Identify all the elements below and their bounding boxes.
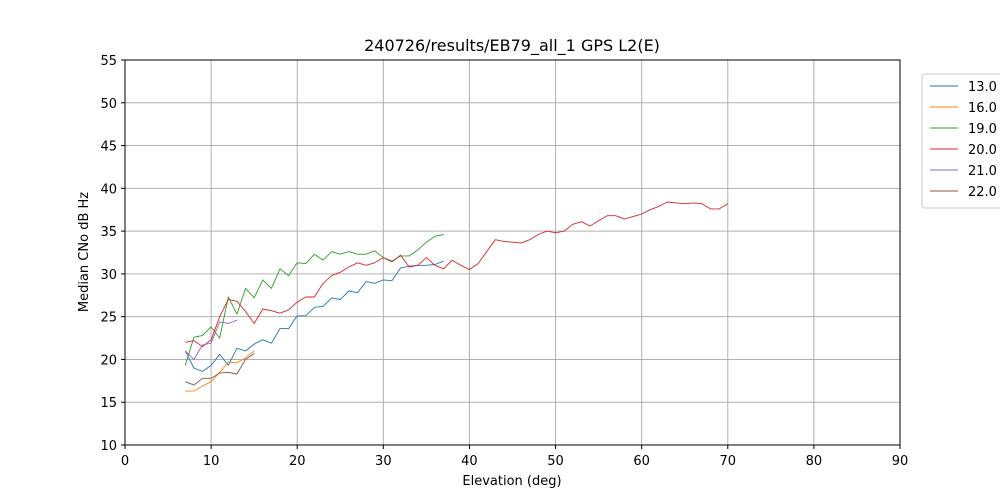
x-tick-label: 10	[203, 454, 220, 469]
legend-box	[921, 73, 1000, 209]
legend-label: 22.0	[968, 185, 997, 200]
series-line-13-0	[184, 260, 444, 372]
y-axis-title: Median CNo dB Hz	[77, 192, 92, 312]
legend-label: 19.0	[968, 122, 997, 137]
grid-layer	[124, 59, 901, 446]
y-tick-label: 10	[100, 439, 117, 454]
legend-label: 16.0	[968, 101, 997, 116]
legend: 13.0 16.0 19.0 20.0 21.0 22.0	[921, 73, 1000, 209]
y-tick-label: 45	[100, 140, 117, 155]
series-line-21-0	[184, 319, 238, 360]
x-tick-label: 60	[633, 454, 650, 469]
x-tick-label: 0	[121, 454, 129, 469]
y-tick-label: 35	[100, 225, 117, 240]
y-tick-label: 20	[100, 353, 117, 368]
x-tick-label: 20	[289, 454, 306, 469]
x-tick-label: 50	[547, 454, 564, 469]
x-tick-label: 80	[806, 454, 823, 469]
series-layer	[184, 201, 729, 392]
plot-frame	[124, 59, 901, 446]
x-axis-title: Elevation (deg)	[462, 474, 561, 489]
x-tick-label: 90	[892, 454, 909, 469]
y-tick-label: 50	[100, 97, 117, 112]
series-line-19-0	[184, 234, 444, 366]
legend-label: 13.0	[968, 80, 997, 95]
y-tick-label: 30	[100, 268, 117, 283]
series-line-16-0	[185, 350, 255, 392]
legend-label: 21.0	[968, 164, 997, 179]
legend-label: 20.0	[968, 143, 997, 158]
y-tick-label: 25	[100, 311, 117, 326]
x-tick-label: 30	[375, 454, 392, 469]
axes-layer: 0 10 20 30 40 50 60 70 80 90 10 15 20 25 30 35 40 45 50 55	[100, 54, 908, 469]
x-tick-label: 70	[720, 454, 737, 469]
chart-title: 240726/results/EB79_all_1 GPS L2(E)	[364, 36, 660, 56]
series-line-22-0	[185, 353, 255, 386]
x-tick-label: 40	[461, 454, 478, 469]
y-tick-label: 55	[100, 54, 117, 69]
y-tick-label: 15	[100, 396, 117, 411]
series-line-20-0	[185, 201, 729, 348]
y-tick-label: 40	[100, 182, 117, 197]
